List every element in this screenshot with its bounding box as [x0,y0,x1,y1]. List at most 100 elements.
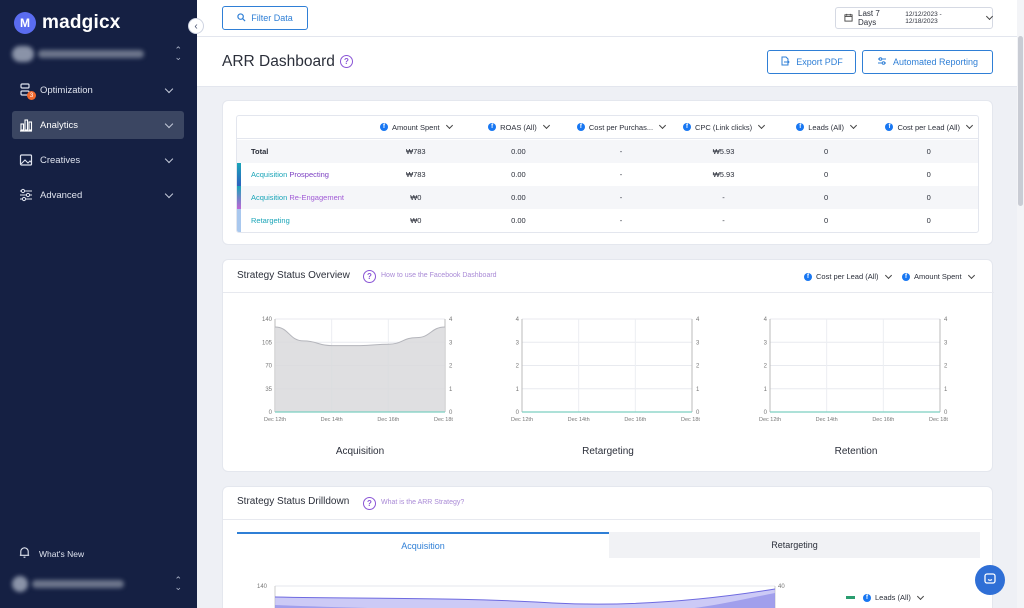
sidebar-item-creatives[interactable]: Creatives [12,146,184,174]
tab-acquisition[interactable]: Acquisition [237,532,609,558]
whats-new-link[interactable]: What's New [18,546,84,561]
page-title: ARR Dashboard [222,53,335,70]
date-preset-label: Last 7 Days [858,9,880,27]
app-logo[interactable]: M madgicx [14,12,121,34]
date-range-picker[interactable]: Last 7 Days 12/12/2023 - 12/18/2023 [835,7,994,29]
table-cell: 0 [824,193,829,202]
row-label: Acquisition Re-Engagement [251,193,344,202]
tab-retargeting[interactable]: Retargeting [609,532,980,558]
help-icon[interactable]: ? [363,497,376,510]
right-metric-dropdown[interactable]: f Amount Spent [902,271,975,281]
acquisition-chart-title: Acquisition [335,446,385,457]
filter-data-button[interactable]: Filter Data [222,6,308,30]
strategy-overview-card: Strategy Status Overview ? How to use th… [222,259,994,472]
scrollbar-thumb[interactable] [1018,36,1023,206]
y-tick-label-right: 4 [449,317,453,323]
settings-icon [877,56,887,68]
table-row-total: Total ₩783 0.00 - ₩5.93 0 0 [237,140,978,163]
y-tick-label-right: 3 [449,340,453,346]
optimization-badge: 3 [27,91,36,100]
account-avatar [12,46,34,62]
chat-icon [983,572,997,588]
account-name [38,50,145,58]
search-icon [237,12,246,24]
x-tick-label: Dec 18th [434,417,453,423]
column-header-cost-per-lead[interactable]: f Cost per Lead (All) [877,121,978,132]
y-tick-label-right: 2 [696,364,700,370]
y-tick-label-right: 1 [449,387,453,393]
sidebar-item-optimization[interactable]: 3 Optimization [12,76,184,104]
table-cell: 0 [926,216,931,225]
account-switcher[interactable]: ⌃ ⌄ [12,45,182,63]
left-metric-dropdown[interactable]: f Cost per Lead (All) [804,271,892,281]
facebook-icon: f [863,593,871,602]
help-icon[interactable]: ? [340,55,353,68]
chevron-down-icon [164,154,174,163]
metrics-table-card: f Amount Spent f ROAS (All) f Cost per Purc… [222,100,993,245]
x-tick-label: Dec 12th [264,417,286,423]
x-tick-label: Dec 18th [681,417,700,423]
column-header-leads[interactable]: f Leads (All) [775,121,878,132]
y-tick-label-right: 0 [449,410,453,416]
table-row-retargeting[interactable]: Retargeting ₩0 0.00 - - 0 0 [237,209,978,232]
chat-support-button[interactable] [975,565,1005,595]
chevron-down-icon [659,121,667,130]
sidebar-item-analytics[interactable]: Analytics [12,111,184,139]
x-tick-label: Dec 14th [816,417,838,423]
y-tick-label-left: 0 [764,410,768,416]
y-tick-label-left: 0 [269,410,273,416]
row-label: Acquisition Prospecting [251,170,329,179]
updown-chevron-icon: ⌃ ⌄ [174,575,182,592]
user-name [32,580,125,588]
table-cell: 0.00 [511,170,526,179]
table-row-acquisition-prospecting[interactable]: Acquisition Prospecting ₩783 0.00 - ₩5.9… [237,163,978,186]
facebook-dashboard-help-link[interactable]: How to use the Facebook Dashboard [381,272,497,279]
table-cell: ₩783 [406,147,426,156]
facebook-icon: f [683,123,691,131]
table-cell: ₩0 [410,193,422,202]
column-header-roas[interactable]: f ROAS (All) [467,121,570,132]
y-tick-label-left: 1 [764,387,768,393]
table-cell: 0 [926,193,931,202]
sidebar-item-label: Advanced [40,189,83,201]
table-cell: 0 [824,216,829,225]
metrics-table: f Amount Spent f ROAS (All) f Cost per Purc… [236,115,979,233]
table-cell: 0 [824,147,829,156]
x-tick-label: Dec 12th [511,417,533,423]
chevron-down-icon [967,271,975,279]
column-header-cpc[interactable]: f CPC (Link clicks) [672,121,775,132]
y-tick-label-right: 2 [449,364,453,370]
column-header-amount-spent[interactable]: f Amount Spent [365,121,468,132]
export-pdf-button[interactable]: Export PDF [767,50,856,74]
collapse-sidebar-button[interactable]: ‹ [188,18,204,34]
sidebar-item-advanced[interactable]: Advanced [12,181,184,209]
retention-chart-title: Retention [834,446,878,457]
y-tick-label-right: 3 [696,340,700,346]
facebook-icon: f [488,123,497,131]
strategy-drilldown-card: Strategy Status Drilldown ? What is the … [222,486,993,608]
facebook-icon: f [804,272,812,281]
automated-reporting-button[interactable]: Automated Reporting [862,50,993,74]
column-header-cost-per-purchase[interactable]: f Cost per Purchas... [570,121,673,132]
chevron-down-icon [758,121,766,130]
help-icon[interactable]: ? [363,270,376,283]
table-cell: - [722,193,725,202]
table-cell: ₩5.93 [712,170,735,179]
facebook-icon: f [885,123,894,131]
table-row-acquisition-reengagement[interactable]: Acquisition Re-Engagement ₩0 0.00 - - 0 … [237,186,978,209]
page-scrollbar[interactable] [1017,0,1024,608]
table-cell: 0 [926,170,931,179]
page-header: ARR Dashboard ? Export PDF Automated Rep… [197,37,1024,87]
y-tick-label-right: 4 [696,317,700,323]
arr-strategy-help-link[interactable]: What is the ARR Strategy? [381,499,465,506]
facebook-icon: f [796,123,805,131]
date-range-text: 12/12/2023 - 12/18/2023 [905,11,942,25]
drilldown-legend[interactable]: f Leads (All) [846,592,924,602]
user-menu[interactable]: ⌃ ⌄ [12,575,182,593]
chevron-down-icon [164,189,174,198]
y-tick-label-right: 3 [944,340,948,346]
table-cell: 0 [824,170,829,179]
